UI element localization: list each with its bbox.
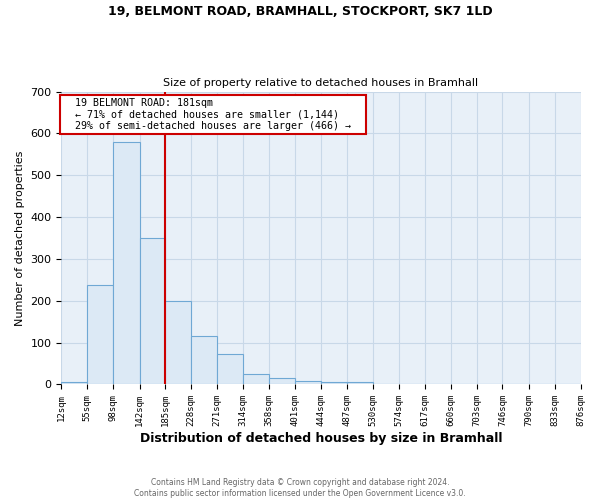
X-axis label: Distribution of detached houses by size in Bramhall: Distribution of detached houses by size … [140, 432, 502, 445]
Bar [140, 238, 166, 384]
Bar [113, 142, 140, 384]
Y-axis label: Number of detached properties: Number of detached properties [15, 150, 25, 326]
Text: 19 BELMONT ROAD: 181sqm  
  ← 71% of detached houses are smaller (1,144)  
  29%: 19 BELMONT ROAD: 181sqm ← 71% of detache… [62, 98, 362, 131]
Bar [166, 301, 191, 384]
Text: 19, BELMONT ROAD, BRAMHALL, STOCKPORT, SK7 1LD: 19, BELMONT ROAD, BRAMHALL, STOCKPORT, S… [107, 5, 493, 18]
Bar [321, 382, 347, 384]
Bar [87, 285, 113, 384]
Bar [61, 382, 87, 384]
Text: Contains HM Land Registry data © Crown copyright and database right 2024.
Contai: Contains HM Land Registry data © Crown c… [134, 478, 466, 498]
Bar [295, 381, 321, 384]
Bar [217, 354, 243, 384]
Bar [347, 382, 373, 384]
Bar [243, 374, 269, 384]
Bar [191, 336, 217, 384]
Title: Size of property relative to detached houses in Bramhall: Size of property relative to detached ho… [163, 78, 479, 88]
Bar [269, 378, 295, 384]
